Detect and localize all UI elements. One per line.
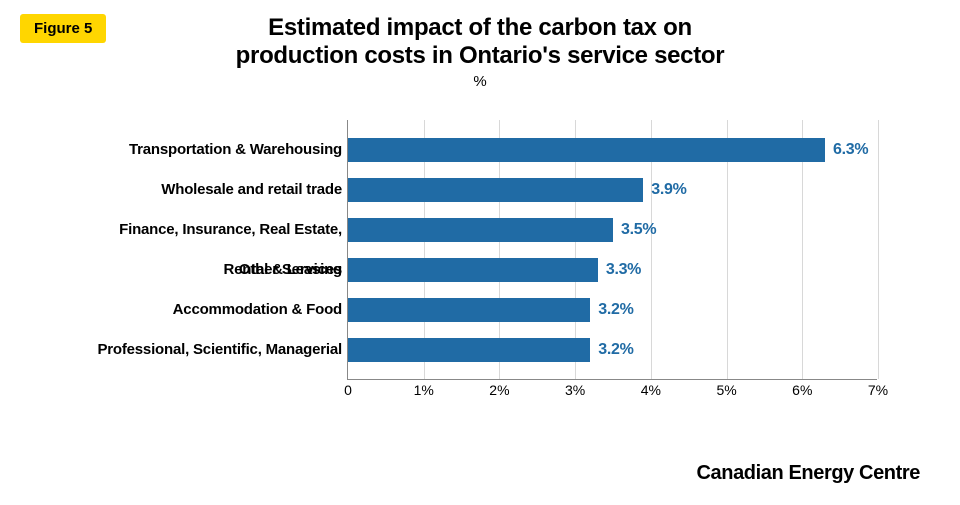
gridline [878, 120, 879, 379]
bar-row: 6.3% [348, 130, 877, 170]
chart: Transportation & WarehousingWholesale an… [72, 120, 888, 420]
chart-title-line1: Estimated impact of the carbon tax on [0, 14, 960, 42]
bar-value-label: 3.9% [651, 178, 686, 202]
category-label: Wholesale and retail trade [72, 170, 342, 210]
bar-value-label: 3.5% [621, 218, 656, 242]
plot-area: 6.3%3.9%3.5%3.3%3.2%3.2% 01%2%3%4%5%6%7% [347, 120, 877, 380]
title-block: Estimated impact of the carbon tax on pr… [0, 0, 960, 90]
x-tick-label: 2% [489, 382, 509, 398]
bar-row: 3.2% [348, 330, 877, 370]
x-tick-label: 0 [344, 382, 352, 398]
bar-value-label: 3.3% [606, 258, 641, 282]
x-tick-label: 4% [641, 382, 661, 398]
figure-badge: Figure 5 [20, 14, 106, 43]
category-label: Transportation & Warehousing [72, 130, 342, 170]
category-label: Accommodation & Food [72, 290, 342, 330]
x-tick-label: 5% [716, 382, 736, 398]
bar-row: 3.2% [348, 290, 877, 330]
x-tick-label: 7% [868, 382, 888, 398]
source-attribution: Canadian Energy Centre [697, 462, 921, 485]
bar [348, 258, 598, 282]
bar [348, 218, 613, 242]
x-tick-label: 6% [792, 382, 812, 398]
category-label: Other Services [72, 250, 342, 290]
chart-subtitle: % [0, 73, 960, 90]
bar [348, 338, 590, 362]
x-tick-label: 1% [414, 382, 434, 398]
bar-value-label: 3.2% [598, 338, 633, 362]
bar-row: 3.5% [348, 210, 877, 250]
bar-row: 3.3% [348, 250, 877, 290]
bar-value-label: 3.2% [598, 298, 633, 322]
chart-title-line2: production costs in Ontario's service se… [0, 42, 960, 70]
bar [348, 178, 643, 202]
bar-row: 3.9% [348, 170, 877, 210]
category-label: Finance, Insurance, Real Estate, Rental … [72, 210, 342, 250]
bar-value-label: 6.3% [833, 138, 868, 162]
x-tick-label: 3% [565, 382, 585, 398]
bar [348, 138, 825, 162]
bar [348, 298, 590, 322]
category-label: Professional, Scientific, Managerial [72, 330, 342, 370]
